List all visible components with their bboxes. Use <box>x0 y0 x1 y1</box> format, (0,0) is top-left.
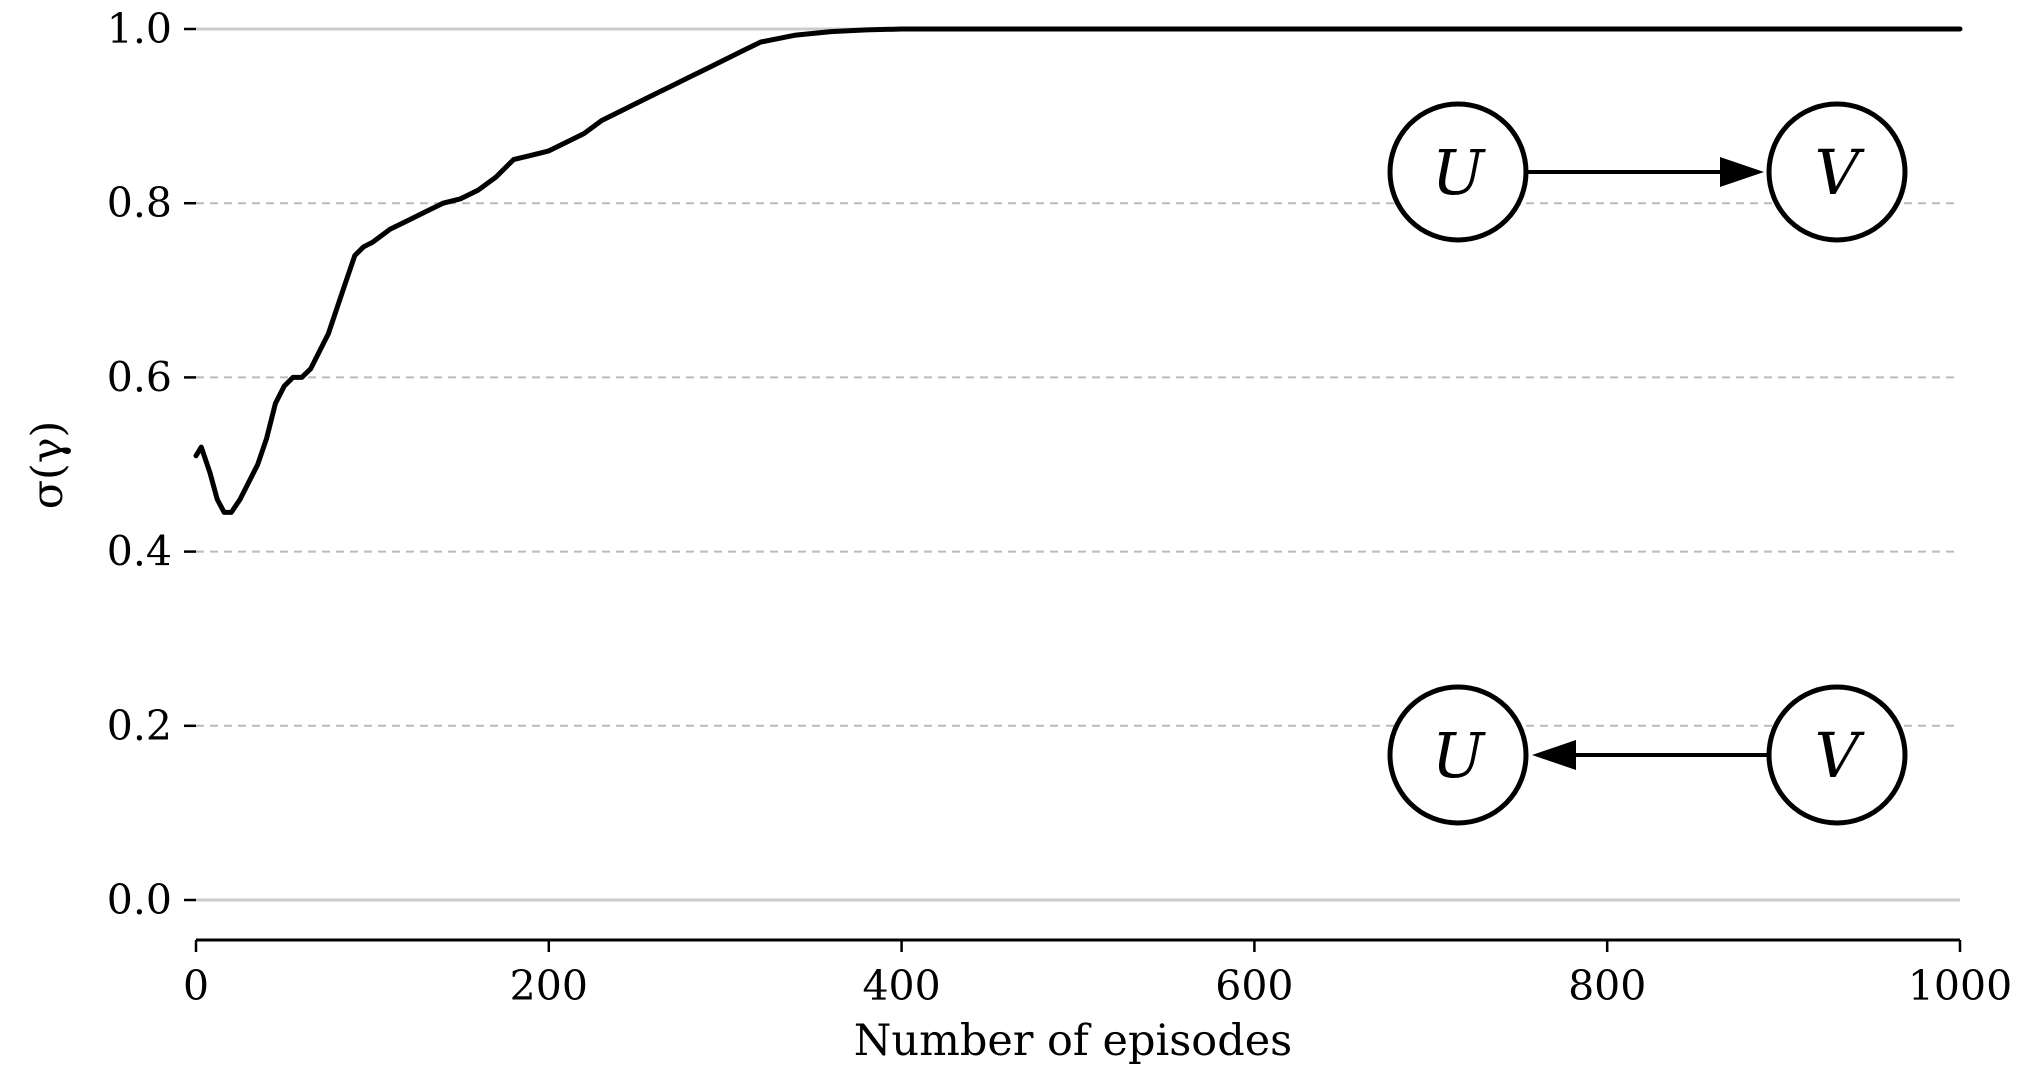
node-v-circle <box>1766 101 1908 243</box>
series-group <box>193 26 1963 515</box>
node-u-label-bottom: U <box>1432 719 1486 792</box>
series-line-0 <box>193 26 1963 515</box>
node-v-label: V <box>1815 136 1866 209</box>
y-tick-label-4: 0.8 <box>107 179 172 227</box>
x-tick-label-3: 600 <box>1215 962 1293 1010</box>
node-v-label-bottom: V <box>1815 719 1866 792</box>
y-tick-label-0: 0.0 <box>107 876 172 924</box>
node-u-label: U <box>1432 136 1486 209</box>
causal-diagram-v-to-u: U V <box>1387 684 1908 826</box>
y-axis-title: σ(γ) <box>23 421 73 510</box>
y-tick-label-5: 1.0 <box>107 5 172 53</box>
y-tick-label-1: 0.2 <box>107 702 172 750</box>
arrow-v-to-u-head <box>1532 740 1576 770</box>
x-tick-label-1: 200 <box>510 962 588 1010</box>
x-tick-label-5: 1000 <box>1908 962 2012 1010</box>
x-axis-title: Number of episodes <box>854 1016 1292 1066</box>
y-tick-label-3: 0.6 <box>107 353 172 401</box>
arrow-u-to-v-head <box>1720 157 1764 187</box>
x-tick-label-0: 0 <box>183 962 209 1010</box>
gridlines <box>196 27 1960 902</box>
x-tick-label-2: 400 <box>862 962 940 1010</box>
node-u-circle-bottom <box>1387 684 1529 826</box>
x-tick-label-4: 800 <box>1568 962 1646 1010</box>
x-axis: 0 200 400 600 800 1000 <box>183 938 2012 1010</box>
causal-diagram-u-to-v: U V <box>1387 101 1908 243</box>
y-tick-label-2: 0.4 <box>107 528 172 576</box>
y-axis: 0.0 0.2 0.4 0.6 0.8 1.0 <box>107 5 196 924</box>
